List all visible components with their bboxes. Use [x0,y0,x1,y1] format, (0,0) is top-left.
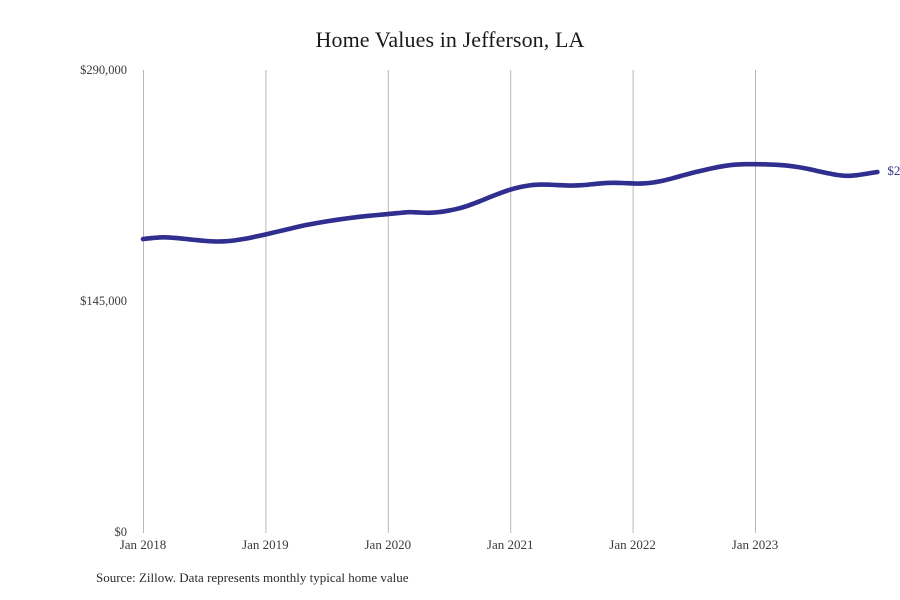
y-tick-label: $145,000 [80,294,127,308]
series-line-typical-home-value [140,161,880,244]
x-tick-label: Jan 2018 [119,537,167,552]
x-tick-label: Jan 2020 [364,537,412,552]
gridlines-group [143,70,756,533]
y-tick-label: $290,000 [80,63,127,77]
page-title: Home Values in Jefferson, LA [315,27,585,52]
x-tick-label: Jan 2023 [731,537,779,552]
y-tick-label: $0 [114,525,128,539]
x-tick-label: Jan 2022 [609,537,656,552]
x-tick-label: Jan 2021 [486,537,534,552]
source-note: Source: Zillow. Data represents monthly … [96,570,409,585]
end-value-annotation: $226,613 [887,162,900,178]
x-tick-label: Jan 2019 [242,537,289,552]
